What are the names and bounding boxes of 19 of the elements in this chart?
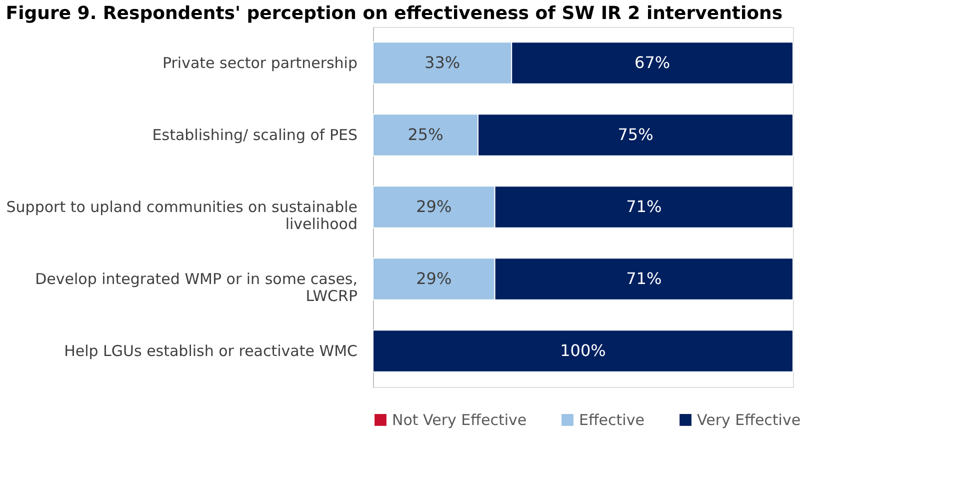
data-label: 33% <box>424 53 460 72</box>
data-label: 29% <box>416 197 452 216</box>
data-label: 25% <box>408 125 444 144</box>
legend-label: Very Effective <box>697 410 801 429</box>
data-label: 75% <box>618 125 654 144</box>
data-label: 71% <box>626 269 662 288</box>
data-label: 29% <box>416 269 452 288</box>
bar <box>372 330 794 372</box>
y-tick-label: Support to upland communities on sustainable livelihood <box>6 198 358 233</box>
y-tick-label: Develop integrated WMP or in some cases, LWCRP <box>35 270 358 305</box>
data-label: 71% <box>626 197 662 216</box>
legend-label: Effective <box>579 410 644 429</box>
y-tick-label: Establishing/ scaling of PES <box>152 126 358 144</box>
legend-label: Not Very Effective <box>392 410 527 429</box>
y-tick-label: Help LGUs establish or reactivate WMC <box>64 342 358 360</box>
y-tick-label: Private sector partnership <box>162 54 358 72</box>
chart-title: Figure 9. Respondents' perception on effectiveness of SW IR 2 interventions <box>6 3 783 24</box>
data-label: 100% <box>560 341 606 360</box>
data-label: 67% <box>634 53 670 72</box>
